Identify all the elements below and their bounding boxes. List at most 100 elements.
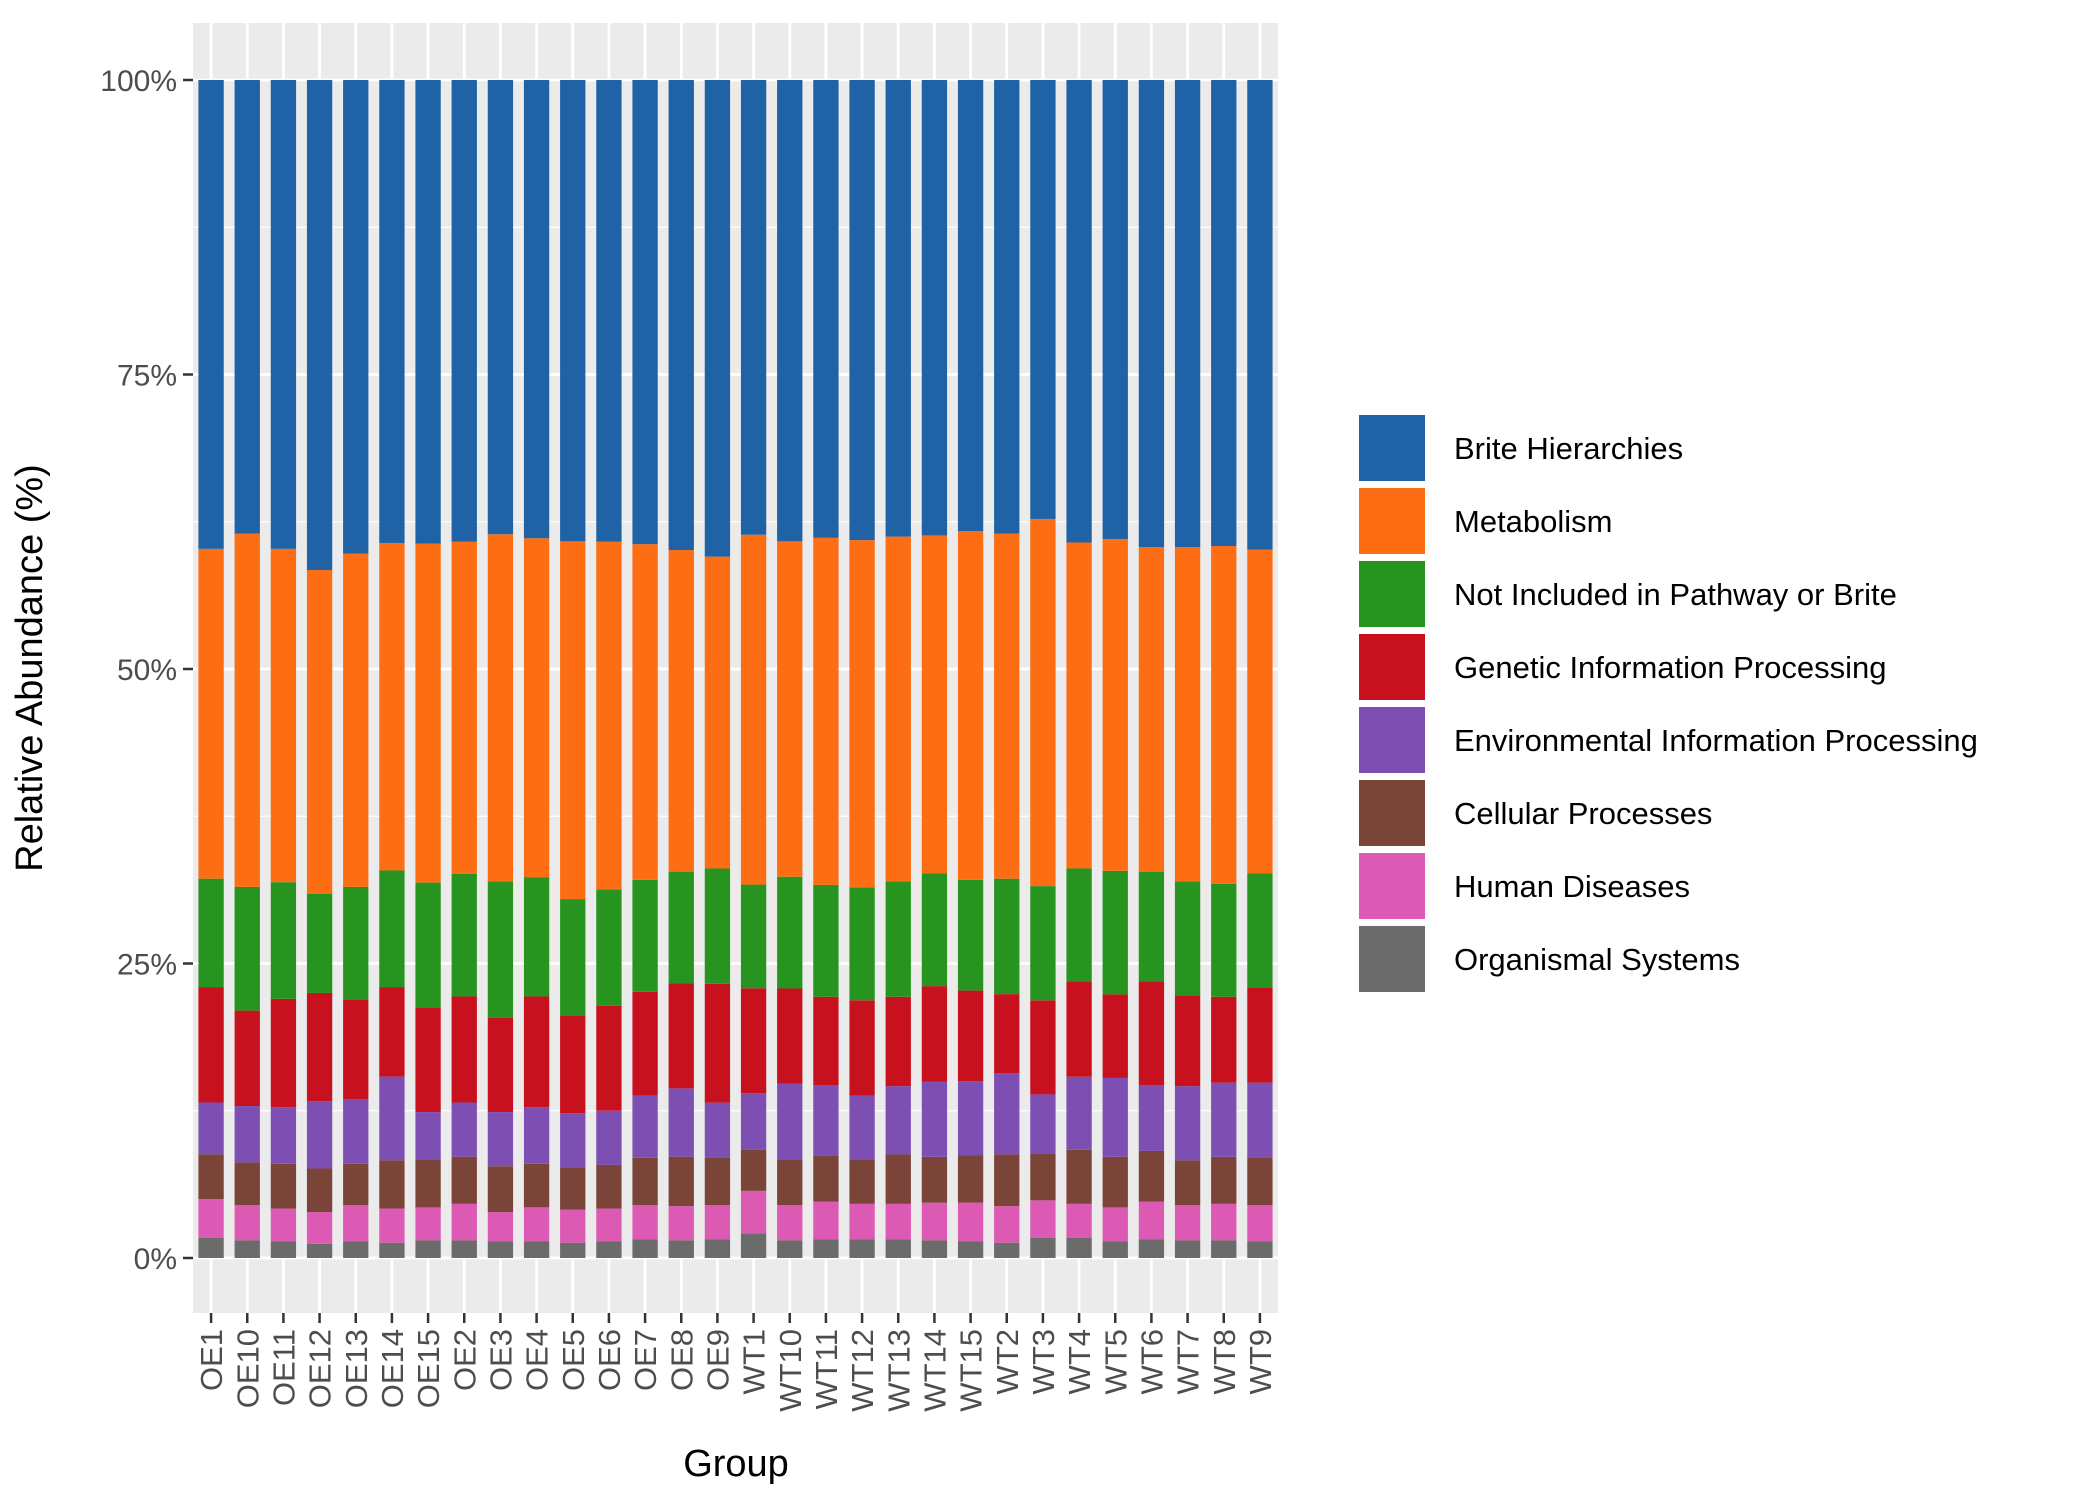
bar-segment bbox=[813, 1239, 839, 1258]
bar-segment bbox=[596, 1208, 622, 1242]
bar-segment bbox=[777, 988, 803, 1084]
bar-WT4 bbox=[1066, 80, 1092, 1258]
legend-swatch bbox=[1357, 559, 1427, 629]
bar-segment bbox=[994, 533, 1020, 879]
bar-segment bbox=[1211, 996, 1237, 1083]
x-tick-label: WT7 bbox=[1171, 1329, 1206, 1394]
bar-segment bbox=[885, 1154, 911, 1204]
bar-segment bbox=[740, 534, 767, 885]
bar-segment bbox=[1247, 1157, 1273, 1206]
bar-segment bbox=[668, 871, 694, 984]
bar-segment bbox=[415, 1159, 441, 1208]
bar-segment bbox=[451, 1156, 477, 1204]
bar-WT11 bbox=[813, 80, 839, 1258]
bar-segment bbox=[560, 1167, 586, 1210]
bar-segment bbox=[560, 541, 586, 900]
bar-segment bbox=[994, 1242, 1020, 1258]
bar-segment bbox=[270, 1208, 297, 1242]
bar-segment bbox=[1247, 1241, 1273, 1258]
bar-segment bbox=[1138, 1150, 1165, 1202]
bar-segment bbox=[198, 1102, 224, 1155]
bar-OE12 bbox=[306, 80, 333, 1258]
bar-OE1 bbox=[198, 80, 224, 1258]
bar-segment bbox=[270, 1107, 297, 1164]
bar-segment bbox=[777, 1159, 803, 1206]
bar-segment bbox=[849, 1159, 875, 1204]
legend-item: Cellular Processes bbox=[1357, 778, 1712, 848]
legend-label: Cellular Processes bbox=[1454, 796, 1712, 831]
bar-segment bbox=[921, 986, 948, 1082]
legend-swatch bbox=[1357, 705, 1427, 775]
bar-OE15 bbox=[415, 80, 441, 1258]
bar-segment bbox=[957, 1155, 984, 1203]
x-tick-label: OE7 bbox=[628, 1329, 663, 1391]
bar-segment bbox=[234, 1106, 260, 1163]
bar-segment bbox=[343, 886, 369, 1001]
x-tick-label: OE1 bbox=[194, 1329, 229, 1391]
bar-segment bbox=[487, 534, 514, 882]
bar-segment bbox=[560, 80, 586, 542]
bar-segment bbox=[343, 1204, 369, 1242]
bar-segment bbox=[1030, 518, 1056, 887]
x-axis: OE1 OE10 OE11 OE12 OE13 OE14 OE15 OE2 OE3 OE4 OE5 O… bbox=[194, 1313, 1278, 1412]
x-tick-label: OE13 bbox=[339, 1329, 374, 1408]
bar-segment bbox=[596, 541, 622, 890]
bar-segment bbox=[306, 1168, 333, 1213]
bar-segment bbox=[415, 543, 441, 883]
legend-item: Metabolism bbox=[1357, 486, 1613, 556]
bar-segment bbox=[994, 1206, 1020, 1243]
bar-segment bbox=[1102, 994, 1128, 1078]
bar-segment bbox=[921, 873, 948, 987]
bar-segment bbox=[668, 1206, 694, 1241]
bar-segment bbox=[1211, 80, 1237, 547]
bar-segment bbox=[1247, 873, 1273, 988]
bar-segment bbox=[813, 1155, 839, 1202]
bar-segment bbox=[596, 1164, 622, 1209]
bar-segment bbox=[487, 1166, 514, 1213]
bar-segment bbox=[198, 80, 224, 549]
legend-item: Brite Hierarchies bbox=[1357, 413, 1683, 483]
bar-segment bbox=[523, 877, 550, 997]
x-tick-label: WT3 bbox=[1026, 1329, 1061, 1394]
bar-segment bbox=[957, 531, 984, 880]
x-tick-label: OE9 bbox=[700, 1329, 735, 1391]
bar-segment bbox=[994, 994, 1020, 1074]
bar-segment bbox=[1247, 549, 1273, 874]
bar-segment bbox=[343, 1241, 369, 1258]
bar-segment bbox=[777, 1205, 803, 1241]
bar-segment bbox=[1247, 80, 1273, 550]
bar-segment bbox=[1030, 1200, 1056, 1238]
bar-segment bbox=[668, 1156, 694, 1207]
x-tick-label: OE15 bbox=[411, 1329, 446, 1408]
bar-segment bbox=[234, 886, 260, 1011]
bar-segment bbox=[379, 870, 405, 988]
bar-segment bbox=[1138, 547, 1165, 873]
bar-WT10 bbox=[777, 80, 803, 1258]
bar-segment bbox=[668, 1240, 694, 1258]
y-tick-label: 50% bbox=[117, 654, 177, 687]
legend-swatch bbox=[1357, 632, 1427, 702]
bar-segment bbox=[885, 536, 911, 882]
bar-segment bbox=[596, 1110, 622, 1165]
x-tick-label: OE14 bbox=[375, 1329, 410, 1408]
bar-segment bbox=[379, 1076, 405, 1161]
bar-segment bbox=[451, 1102, 477, 1157]
bar-segment bbox=[740, 884, 767, 989]
bar-segment bbox=[704, 1205, 731, 1240]
bar-segment bbox=[885, 1203, 911, 1240]
bar-segment bbox=[740, 988, 767, 1094]
bar-segment bbox=[849, 540, 875, 888]
bar-WT9 bbox=[1247, 80, 1273, 1258]
bar-segment bbox=[1030, 1237, 1056, 1258]
bar-segment bbox=[560, 1015, 586, 1114]
x-tick-label: WT5 bbox=[1098, 1329, 1133, 1394]
bar-segment bbox=[451, 80, 477, 542]
bar-segment bbox=[740, 1149, 767, 1191]
bar-segment bbox=[632, 80, 658, 545]
bar-segment bbox=[1211, 1203, 1237, 1241]
bar-segment bbox=[306, 1101, 333, 1169]
bar-OE8 bbox=[668, 80, 694, 1258]
bar-segment bbox=[704, 80, 731, 557]
bar-segment bbox=[1138, 1201, 1165, 1240]
x-tick-label: OE4 bbox=[520, 1329, 555, 1391]
